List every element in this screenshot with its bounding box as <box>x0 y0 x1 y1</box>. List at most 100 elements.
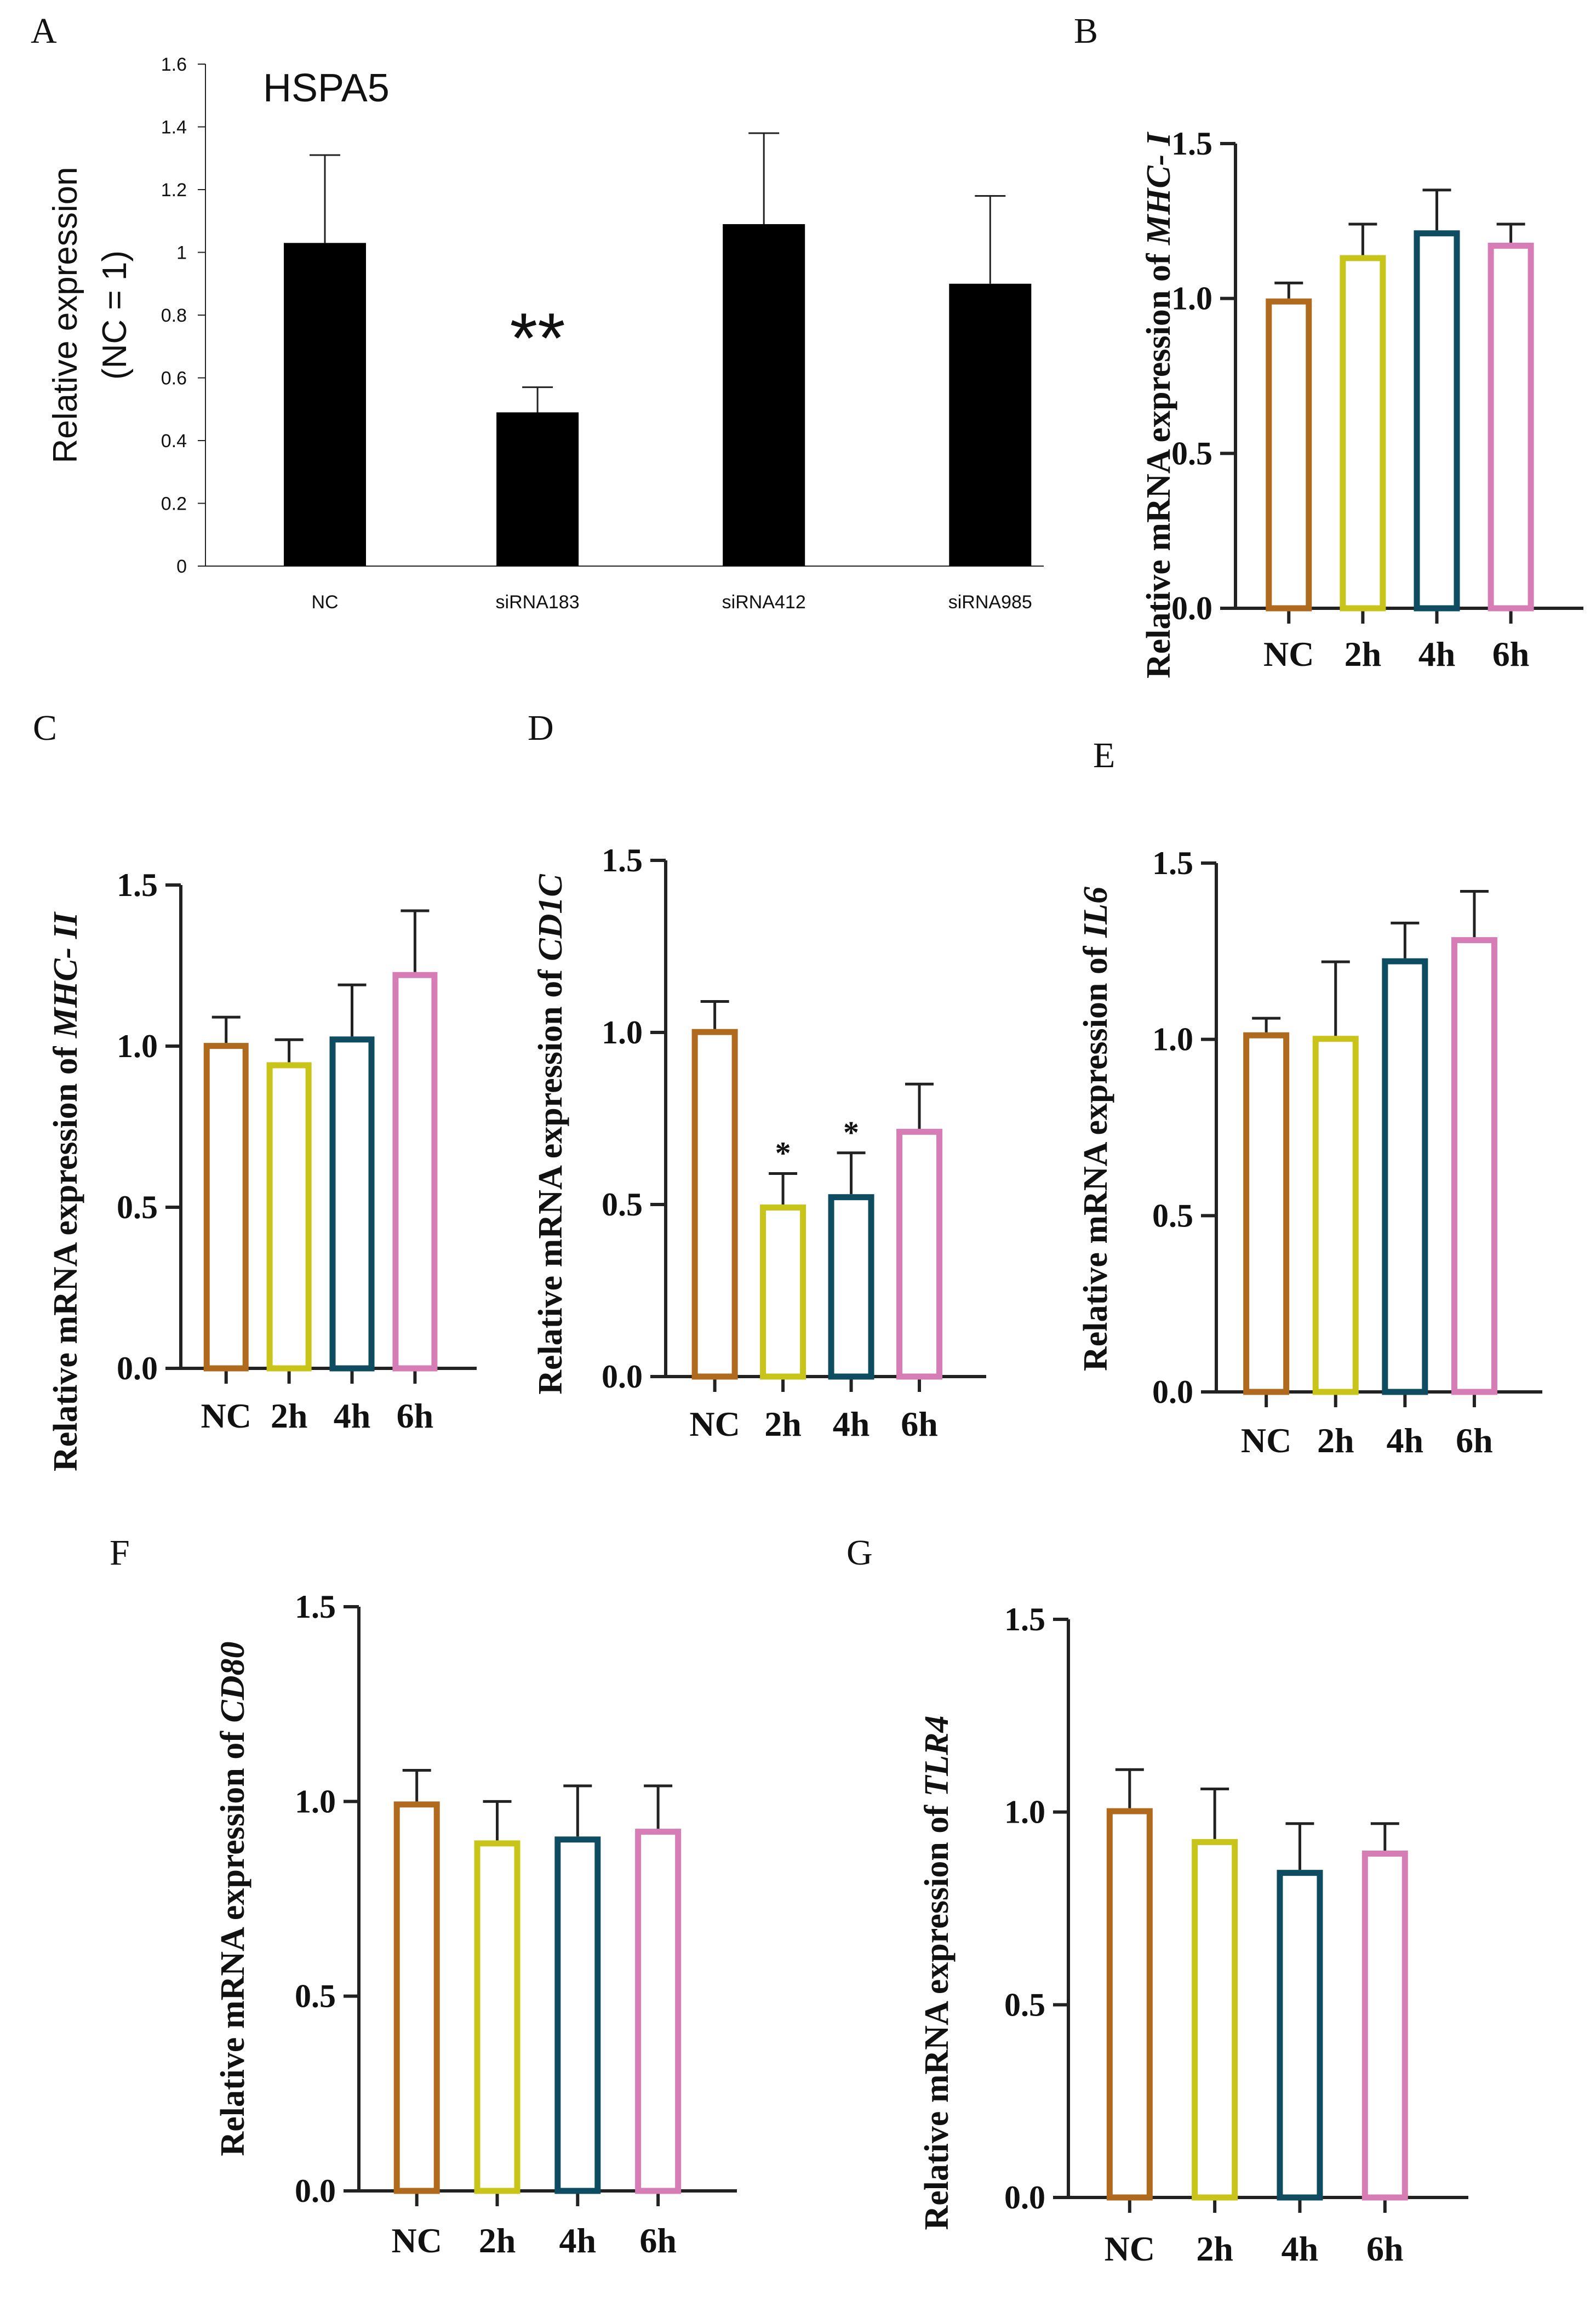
panel-a-bar <box>949 283 1032 566</box>
panel-a-x-label: NC <box>311 592 338 613</box>
panel-d-bar <box>691 1029 738 1380</box>
panel-f-x-label: NC <box>391 2221 442 2260</box>
panel-b-x-label: NC <box>1263 635 1314 673</box>
panel-a-x-label: siRNA412 <box>722 592 806 613</box>
panel-b-bar <box>1340 255 1386 612</box>
panel-a-y-tick-label: 1.2 <box>161 180 187 201</box>
panel-g-y-label-prefix: Relative mRNA expression of <box>918 1797 956 2230</box>
panel-b-y-label-prefix: Relative mRNA expression of <box>1140 245 1177 678</box>
panel-b: B 0.0 0.5 1.0 1.5 NC 2h 4h 6h Relative mRNA expre… <box>1074 11 1583 678</box>
panel-f: F 0.0 0.5 1.0 1.5 NC 2h 4h 6h Relative mRNA expre… <box>110 1533 737 2260</box>
panel-e-y-label-gene: IL6 <box>1077 887 1114 938</box>
panel-g-letter: G <box>846 1533 873 1573</box>
panel-e-bar <box>1312 1036 1359 1395</box>
panel-b-x-label: 6h <box>1492 635 1530 673</box>
panel-c-y-tick-label: 1.5 <box>117 867 158 903</box>
panel-a-y-tick-label: 1.4 <box>161 117 187 138</box>
panel-c-y-label-prefix: Relative mRNA expression of <box>47 1038 84 1471</box>
panel-b-bar <box>1414 230 1460 612</box>
panel-e-letter: E <box>1093 735 1115 775</box>
panel-f-y-tick-label: 1.0 <box>295 1783 336 1819</box>
panel-e: E 0.0 0.5 1.0 1.5 NC 2h 4h 6h Relative mRNA expre… <box>1077 735 1542 1460</box>
panel-g-bar <box>1192 1839 1238 2201</box>
panel-a-y-tick-label: 1.6 <box>161 54 187 75</box>
panel-c-x-label: 6h <box>397 1396 434 1435</box>
panel-c-letter: C <box>33 708 57 748</box>
panel-g-x-label: 6h <box>1366 2229 1404 2268</box>
panel-d-x-label: NC <box>689 1405 740 1443</box>
panel-d-significance: * <box>775 1135 791 1171</box>
panel-e-x-label: NC <box>1241 1421 1291 1460</box>
panel-b-x-label: 2h <box>1345 635 1382 673</box>
panel-g-y-label-gene: TLR4 <box>918 1715 956 1796</box>
panel-c-y-tick-label: 1.0 <box>117 1028 158 1064</box>
panel-a-y-tick-label: 0.6 <box>161 368 187 389</box>
panel-e-x-label: 4h <box>1387 1421 1424 1460</box>
panel-d-y-label: Relative mRNA expression of CD1C <box>532 874 569 1395</box>
panel-d-y-tick-label: 0.0 <box>602 1358 643 1395</box>
panel-d-x-label: 2h <box>764 1405 802 1443</box>
panel-g-y-label: Relative mRNA expression of TLR4 <box>918 1715 956 2230</box>
panel-c-y-tick-label: 0.5 <box>117 1189 158 1225</box>
panel-f-y-tick-label: 0.5 <box>295 1978 336 2014</box>
panel-c-bar <box>392 972 438 1372</box>
panel-g-bar <box>1277 1870 1323 2201</box>
panel-a-title: HSPA5 <box>263 66 390 110</box>
panel-c-y-label: Relative mRNA expression of MHC- II <box>47 911 84 1471</box>
panel-a-y-tick-label: 0 <box>176 556 187 577</box>
panel-d-x-label: 6h <box>901 1405 938 1443</box>
panel-g-y-tick-label: 0.0 <box>1004 2179 1045 2216</box>
panel-e-y-tick-label: 1.0 <box>1152 1021 1193 1058</box>
panel-f-bar <box>554 1836 601 2194</box>
panel-c-y-tick-label: 0.0 <box>117 1350 158 1386</box>
panel-g-x-label: NC <box>1105 2229 1155 2268</box>
panel-d-bar <box>828 1194 874 1380</box>
panel-g: G 0.0 0.5 1.0 1.5 NC 2h 4h 6h Relative mRNA expre… <box>846 1533 1468 2268</box>
panel-g-bar <box>1362 1851 1408 2201</box>
panel-d-x-label: 4h <box>833 1405 870 1443</box>
panel-a-bar <box>284 243 366 566</box>
panel-c: C 0.0 0.5 1.0 1.5 NC 2h 4h 6h Relative mRNA expre… <box>33 708 477 1471</box>
panel-e-y-tick-label: 0.0 <box>1152 1374 1193 1410</box>
panel-f-y-tick-label: 0.0 <box>295 2173 336 2209</box>
panel-a-y-tick-label: 0.2 <box>161 494 187 515</box>
panel-g-y-tick-label: 1.0 <box>1004 1794 1045 1830</box>
panel-a-y-tick-label: 1 <box>176 243 187 264</box>
panel-b-y-tick-label: 0.0 <box>1171 590 1212 626</box>
panel-c-y-label-gene: MHC- II <box>47 911 84 1038</box>
panel-f-bar <box>393 1801 440 2194</box>
panel-c-bar <box>203 1043 249 1372</box>
panel-f-y-label-gene: CD80 <box>214 1641 251 1722</box>
panel-d-y-tick-label: 1.0 <box>602 1014 643 1051</box>
panel-a-bar <box>723 224 805 567</box>
panel-b-bar <box>1488 242 1534 612</box>
panel-e-bar <box>1451 937 1497 1395</box>
panel-d-y-tick-label: 0.5 <box>602 1186 643 1223</box>
panel-a-significance: ** <box>510 298 565 378</box>
panel-b-y-tick-label: 0.5 <box>1171 435 1212 471</box>
panel-d-y-label-gene: CD1C <box>532 874 569 961</box>
panel-b-y-label-gene: MHC- I <box>1140 132 1177 246</box>
panel-f-y-label-prefix: Relative mRNA expression of <box>214 1723 251 2156</box>
panel-a-letter: A <box>31 11 57 51</box>
panel-b-letter: B <box>1074 11 1098 51</box>
panel-g-x-label: 4h <box>1282 2229 1319 2268</box>
panel-f-letter: F <box>110 1533 130 1573</box>
panel-d-letter: D <box>528 708 554 748</box>
panel-e-bar <box>1243 1032 1290 1395</box>
panel-g-y-tick-label: 0.5 <box>1004 1986 1045 2023</box>
panel-e-y-tick-label: 1.5 <box>1152 845 1193 881</box>
panel-g-x-label: 2h <box>1196 2229 1233 2268</box>
panel-a-y-tick-label: 0.8 <box>161 305 187 326</box>
panel-f-y-tick-label: 1.5 <box>295 1589 336 1625</box>
panel-b-y-label: Relative mRNA expression of MHC- I <box>1140 132 1177 678</box>
panel-b-y-tick-label: 1.0 <box>1171 281 1212 317</box>
panel-c-x-label: 4h <box>334 1396 371 1435</box>
panel-a: A 0 0.2 0.4 0.6 0.8 1 1.2 1.4 1.6 NC ** siRNA183 siRN… <box>31 11 1044 613</box>
panel-c-x-label: NC <box>201 1396 251 1435</box>
panel-b-y-tick-label: 1.5 <box>1171 125 1212 162</box>
panel-e-y-tick-label: 0.5 <box>1152 1197 1193 1234</box>
panel-d-bar <box>760 1204 806 1380</box>
panel-f-y-label: Relative mRNA expression of CD80 <box>214 1641 251 2156</box>
